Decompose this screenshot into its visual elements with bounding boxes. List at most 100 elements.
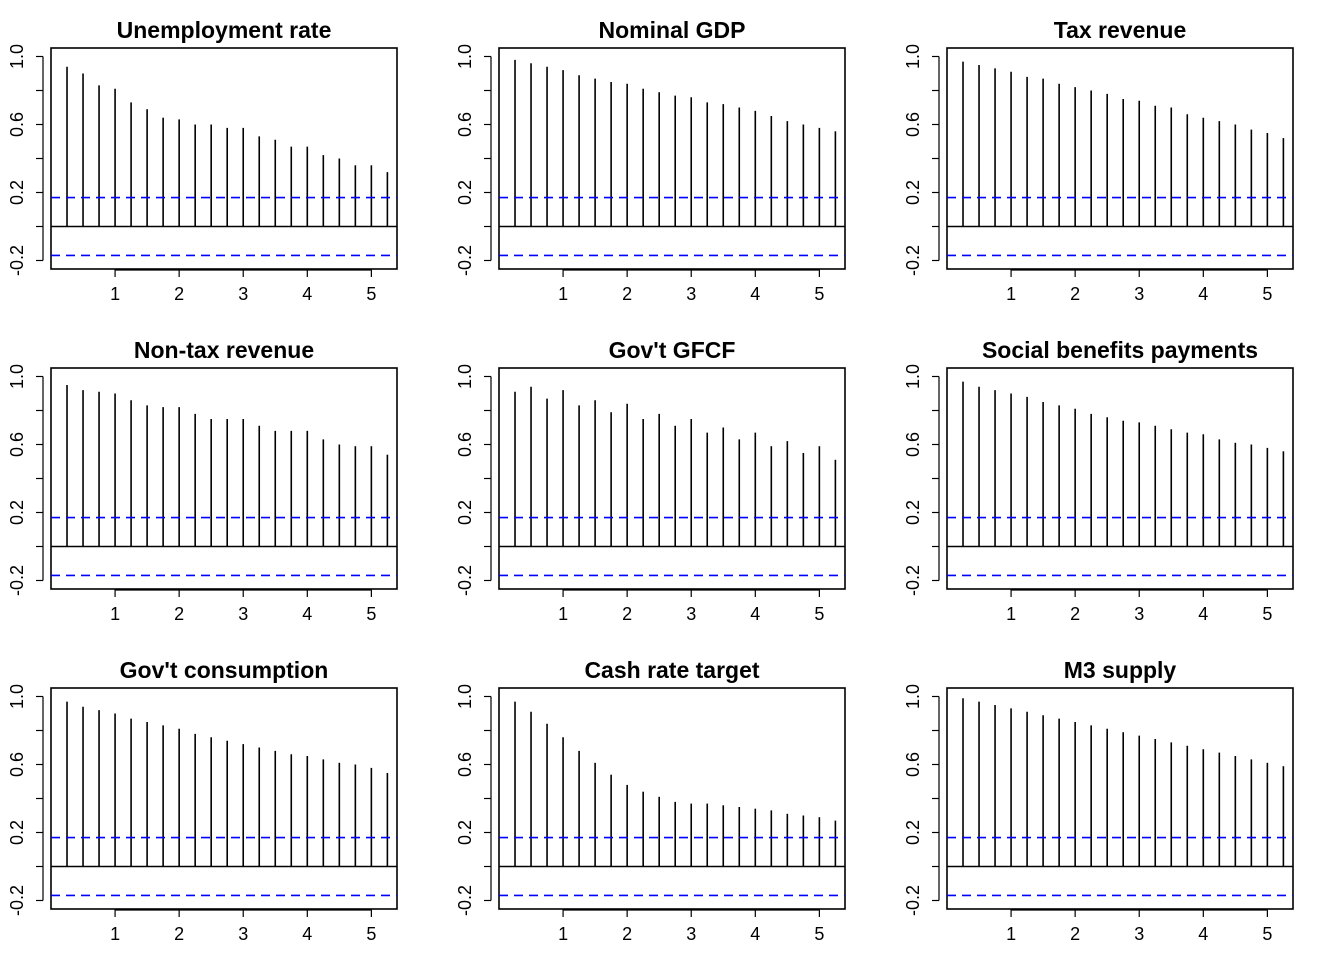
y-tick-label: -0.2 xyxy=(7,565,27,596)
plot-frame xyxy=(946,367,1294,590)
x-tick-label: 2 xyxy=(174,924,184,944)
y-tick-label: -0.2 xyxy=(7,885,27,916)
panel-title: Unemployment rate xyxy=(117,17,332,43)
x-tick-label: 2 xyxy=(1070,284,1080,304)
y-tick-label: -0.2 xyxy=(903,245,923,276)
x-tick-label: 5 xyxy=(1262,284,1272,304)
x-tick-label: 3 xyxy=(238,284,248,304)
x-tick-label: 4 xyxy=(1198,924,1208,944)
plot-frame xyxy=(50,47,398,270)
panel-title: M3 supply xyxy=(1064,657,1177,683)
x-tick-label: 4 xyxy=(302,604,312,624)
acf-panel: Unemployment rate 1 2 3 4 5 -0.2 0.2 0.6 1.0 xyxy=(7,17,398,304)
plot-frame xyxy=(50,687,398,910)
y-tick-label: -0.2 xyxy=(7,245,27,276)
plot-frame xyxy=(946,47,1294,270)
y-tick-label: 1.0 xyxy=(903,44,923,69)
y-tick-label: 1.0 xyxy=(7,364,27,389)
x-tick-label: 5 xyxy=(814,924,824,944)
panel-title: Tax revenue xyxy=(1054,17,1187,43)
y-tick-label: 0.2 xyxy=(455,180,475,205)
x-tick-label: 4 xyxy=(750,604,760,624)
y-tick-label: -0.2 xyxy=(455,565,475,596)
y-tick-label: 0.2 xyxy=(7,180,27,205)
acf-panel: M3 supply 1 2 3 4 5 -0.2 0.2 0.6 1.0 xyxy=(903,657,1294,944)
y-tick-label: 0.6 xyxy=(7,432,27,457)
acf-panel: Social benefits payments 1 2 3 4 5 -0.2 0.2 0.6 1… xyxy=(903,337,1294,624)
x-tick-label: 3 xyxy=(686,924,696,944)
y-tick-label: 0.6 xyxy=(455,112,475,137)
plot-frame xyxy=(498,367,846,590)
x-tick-label: 3 xyxy=(1134,604,1144,624)
x-tick-label: 1 xyxy=(558,284,568,304)
x-tick-label: 3 xyxy=(1134,284,1144,304)
x-tick-label: 2 xyxy=(1070,924,1080,944)
x-tick-label: 3 xyxy=(686,604,696,624)
y-tick-label: 0.6 xyxy=(455,752,475,777)
panel-title: Social benefits payments xyxy=(982,337,1258,363)
y-tick-label: 0.2 xyxy=(903,180,923,205)
x-tick-label: 2 xyxy=(622,604,632,624)
acf-panel: Cash rate target 1 2 3 4 5 -0.2 0.2 0.6 1.0 xyxy=(455,657,846,944)
x-tick-label: 5 xyxy=(366,284,376,304)
y-tick-label: 0.6 xyxy=(903,432,923,457)
y-tick-label: 0.2 xyxy=(7,820,27,845)
y-tick-label: 0.2 xyxy=(455,500,475,525)
y-tick-label: -0.2 xyxy=(455,885,475,916)
y-tick-label: -0.2 xyxy=(903,565,923,596)
y-tick-label: 0.6 xyxy=(903,112,923,137)
y-tick-label: 0.6 xyxy=(455,432,475,457)
x-tick-label: 4 xyxy=(1198,604,1208,624)
x-tick-label: 4 xyxy=(750,924,760,944)
x-tick-label: 1 xyxy=(110,924,120,944)
x-tick-label: 5 xyxy=(814,284,824,304)
panel-title: Non-tax revenue xyxy=(134,337,314,363)
plot-frame xyxy=(946,687,1294,910)
y-tick-label: 0.6 xyxy=(903,752,923,777)
panel-title: Cash rate target xyxy=(584,657,759,683)
plot-frame xyxy=(50,367,398,590)
x-tick-label: 2 xyxy=(1070,604,1080,624)
x-tick-label: 4 xyxy=(750,284,760,304)
x-tick-label: 3 xyxy=(1134,924,1144,944)
plot-frame xyxy=(498,687,846,910)
y-tick-label: 0.2 xyxy=(455,820,475,845)
x-tick-label: 1 xyxy=(1006,924,1016,944)
x-tick-label: 5 xyxy=(1262,604,1272,624)
y-tick-label: 1.0 xyxy=(455,44,475,69)
acf-panel: Tax revenue 1 2 3 4 5 -0.2 0.2 0.6 1.0 xyxy=(903,17,1294,304)
y-tick-label: 0.2 xyxy=(7,500,27,525)
x-tick-label: 5 xyxy=(1262,924,1272,944)
y-tick-label: 0.2 xyxy=(903,500,923,525)
plot-frame xyxy=(498,47,846,270)
x-tick-label: 3 xyxy=(238,924,248,944)
panel-title: Gov't consumption xyxy=(120,657,329,683)
y-tick-label: -0.2 xyxy=(455,245,475,276)
x-tick-label: 4 xyxy=(302,924,312,944)
x-tick-label: 5 xyxy=(366,924,376,944)
acf-panel: Gov't GFCF 1 2 3 4 5 -0.2 0.2 0.6 1.0 xyxy=(455,337,846,624)
acf-panel: Non-tax revenue 1 2 3 4 5 -0.2 0.2 0.6 1.0 xyxy=(7,337,398,624)
x-tick-label: 3 xyxy=(238,604,248,624)
x-tick-label: 4 xyxy=(1198,284,1208,304)
acf-panel: Nominal GDP 1 2 3 4 5 -0.2 0.2 0.6 1.0 xyxy=(455,17,846,304)
x-tick-label: 2 xyxy=(174,604,184,624)
x-tick-label: 4 xyxy=(302,284,312,304)
y-tick-label: 1.0 xyxy=(903,684,923,709)
x-tick-label: 1 xyxy=(110,604,120,624)
y-tick-label: 1.0 xyxy=(7,684,27,709)
x-tick-label: 2 xyxy=(174,284,184,304)
y-tick-label: 1.0 xyxy=(455,364,475,389)
y-tick-label: 0.2 xyxy=(903,820,923,845)
y-tick-label: -0.2 xyxy=(903,885,923,916)
x-tick-label: 2 xyxy=(622,924,632,944)
panel-title: Nominal GDP xyxy=(599,17,746,43)
y-tick-label: 1.0 xyxy=(455,684,475,709)
y-tick-label: 0.6 xyxy=(7,112,27,137)
x-tick-label: 1 xyxy=(558,924,568,944)
x-tick-label: 5 xyxy=(366,604,376,624)
panel-title: Gov't GFCF xyxy=(609,337,736,363)
y-tick-label: 0.6 xyxy=(7,752,27,777)
x-tick-label: 1 xyxy=(558,604,568,624)
